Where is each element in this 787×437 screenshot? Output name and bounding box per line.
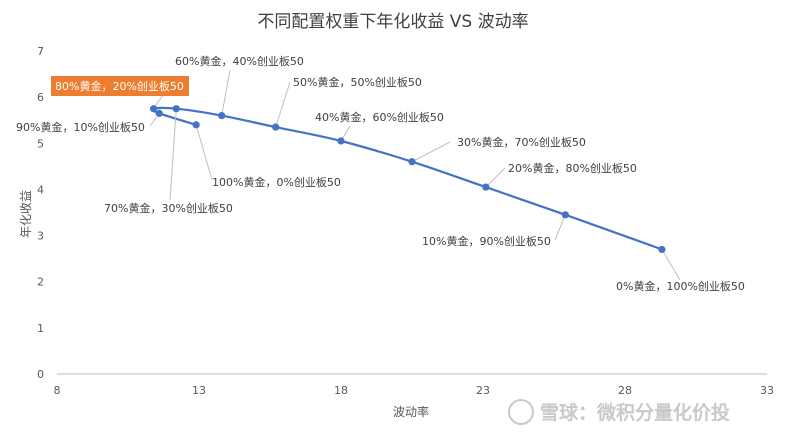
- callout-leader: [275, 81, 291, 128]
- watermark: 雪球：微积分量化价投: [508, 399, 730, 425]
- callout-leader: [554, 214, 566, 241]
- y-tick-label: 7: [37, 45, 44, 58]
- y-tick-label: 1: [37, 322, 44, 335]
- y-axis-label: 年化收益: [19, 190, 33, 238]
- y-tick-label: 5: [37, 137, 44, 150]
- callout-leader: [169, 108, 177, 201]
- x-tick-label: 8: [54, 384, 61, 397]
- x-tick-label: 28: [618, 384, 632, 397]
- data-point: [482, 183, 490, 191]
- x-tick-label: 13: [192, 384, 206, 397]
- x-tick-label: 18: [334, 384, 348, 397]
- callout-leader: [221, 69, 231, 116]
- data-label: 40%黄金，60%创业板50: [315, 110, 444, 124]
- y-tick-label: 0: [37, 368, 44, 381]
- data-point: [218, 112, 226, 120]
- x-axis-label: 波动率: [393, 404, 429, 419]
- data-point: [149, 105, 158, 113]
- data-point: [658, 245, 666, 254]
- data-label: 10%黄金，90%创业板50: [422, 234, 551, 248]
- y-tick-label: 4: [37, 183, 44, 196]
- y-tick-label: 2: [37, 276, 44, 289]
- callout-leader: [485, 167, 506, 188]
- data-point: [155, 109, 163, 117]
- callout-leader: [195, 124, 213, 181]
- highlight-label-box: [51, 76, 189, 96]
- data-label: 90%黄金，10%创业板50: [16, 120, 145, 134]
- callout-leader: [661, 249, 681, 281]
- data-label: 70%黄金，30%创业板50: [104, 201, 233, 215]
- data-points: [149, 105, 666, 254]
- data-label: 80%黄金，20%创业板50: [55, 79, 184, 93]
- data-label: 60%黄金，40%创业板50: [175, 54, 304, 68]
- data-point: [172, 105, 180, 113]
- data-label: 50%黄金，50%创业板50: [293, 75, 422, 89]
- x-tick-label: 23: [476, 384, 490, 397]
- callout-leader: [411, 141, 451, 163]
- data-label: 30%黄金，70%创业板50: [457, 135, 586, 149]
- callouts: 100%黄金，0%创业板50 90%黄金，10%创业板50 80%黄金，20%创业板…: [16, 54, 745, 293]
- data-point: [192, 121, 200, 129]
- data-label: 20%黄金，80%创业板50: [508, 161, 637, 175]
- data-point: [337, 137, 345, 145]
- data-point: [408, 158, 416, 166]
- x-tick-label: 33: [760, 384, 774, 397]
- data-label: 100%黄金，0%创业板50: [212, 175, 341, 189]
- y-tick-label: 6: [37, 91, 44, 104]
- watermark-text: 雪球：微积分量化价投: [540, 401, 730, 424]
- watermark-logo-icon: [508, 399, 534, 425]
- data-point: [561, 211, 569, 219]
- data-label: 0%黄金，100%创业板50: [616, 279, 745, 293]
- data-point: [272, 123, 280, 131]
- chart-title: 不同配置权重下年化收益 VS 波动率: [257, 12, 528, 32]
- y-tick-label: 3: [37, 230, 44, 243]
